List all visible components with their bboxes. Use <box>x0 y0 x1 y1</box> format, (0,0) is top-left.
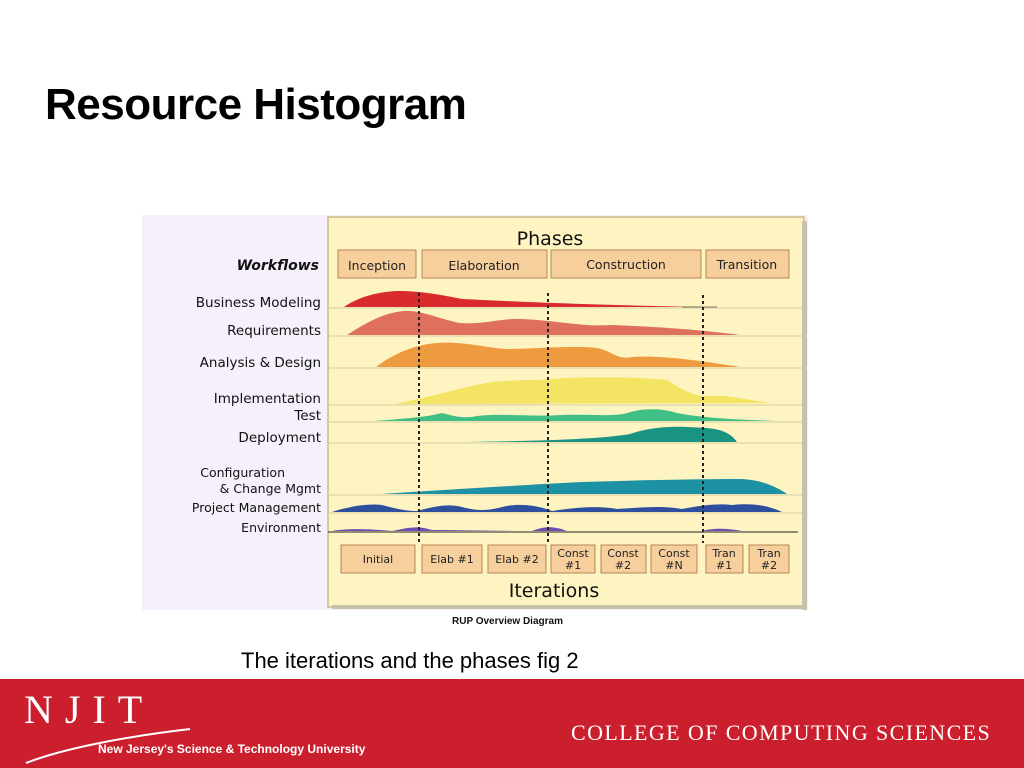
phase-label-inception: Inception <box>348 258 406 273</box>
histogram-test <box>374 409 778 421</box>
workflow-label-business-modeling: Business Modeling <box>196 295 321 311</box>
iteration-label-elab-1: Elab #1 <box>430 553 473 566</box>
iteration-label-const-1-line2: #1 <box>565 559 581 572</box>
workflow-label-configuration: Configuration <box>200 465 285 480</box>
iteration-label-elab-2: Elab #2 <box>495 553 538 566</box>
njit-logo: NJIT New Jersey's Science & Technology U… <box>24 687 366 764</box>
diagram-source-label: RUP Overview Diagram <box>452 616 563 627</box>
histogram-deployment <box>462 426 737 442</box>
iteration-box-tran-1 <box>705 544 744 574</box>
iteration-label-tran-2-line2: #2 <box>761 559 777 572</box>
iteration-label-tran-1-line2: #1 <box>716 559 732 572</box>
workflow-label-project-management: Project Management <box>192 500 321 515</box>
rup-overview-diagram: Phases Iterations Workflows Inception El… <box>142 215 808 610</box>
phase-box-transition <box>705 249 790 279</box>
workflow-label-environment: Environment <box>241 520 321 535</box>
workflow-label-implementation: Implementation <box>214 391 321 407</box>
iteration-box-const-1 <box>550 544 596 574</box>
iteration-label-const-2-line2: #2 <box>615 559 631 572</box>
phase-label-elaboration: Elaboration <box>448 258 519 273</box>
phase-box-elaboration <box>421 249 548 279</box>
histogram-environment <box>332 527 742 531</box>
histogram-analysis-design <box>376 342 740 367</box>
njit-logo-text: NJIT <box>24 687 154 732</box>
workflow-label-deployment: Deployment <box>238 430 321 446</box>
histogram-project-management <box>332 504 782 512</box>
iteration-label-const-n-line2: #N <box>665 559 682 572</box>
workflow-label-requirements: Requirements <box>227 323 321 339</box>
iteration-box-const-2 <box>600 544 647 574</box>
phase-label-construction: Construction <box>586 257 666 272</box>
phase-label-transition: Transition <box>716 257 777 272</box>
histogram-business-modeling <box>344 291 702 307</box>
college-name: COLLEGE OF COMPUTING SCIENCES <box>571 720 992 745</box>
phase-box-construction <box>550 249 702 279</box>
phase-boxes: Inception Elaboration Construction Trans… <box>337 249 790 279</box>
workflow-label-test: Test <box>293 408 321 424</box>
workflows-label: Workflows <box>237 258 319 274</box>
histogram-implementation <box>394 377 772 404</box>
iteration-label-initial: Initial <box>363 553 393 566</box>
footer-bar: NJIT New Jersey's Science & Technology U… <box>0 679 1024 768</box>
slide-title: Resource Histogram <box>45 80 467 129</box>
row-separators <box>328 307 802 514</box>
iteration-box-const-n <box>650 544 698 574</box>
workflow-labels: Business Modeling Requirements Analysis … <box>192 295 321 535</box>
iteration-label-tran-1-line1: Tran <box>711 547 735 560</box>
phases-title: Phases <box>517 228 584 250</box>
logo-swoosh <box>25 728 191 764</box>
iteration-label-const-n-line1: Const <box>658 547 690 560</box>
workflow-label-analysis-design: Analysis & Design <box>200 355 321 371</box>
iteration-box-elab-1 <box>421 544 483 574</box>
diagram-panel <box>327 216 805 608</box>
workflow-label-change-mgmt: & Change Mgmt <box>220 481 321 496</box>
iteration-boxes: Initial Elab #1 Elab #2 Const #1 Const #… <box>340 544 790 574</box>
phase-box-inception <box>337 249 417 279</box>
histogram-requirements <box>347 310 740 335</box>
iteration-box-initial <box>340 544 416 574</box>
iteration-label-tran-2-line1: Tran <box>756 547 780 560</box>
university-tagline: New Jersey's Science & Technology Univer… <box>98 742 366 756</box>
figure-caption: The iterations and the phases fig 2 <box>241 648 579 673</box>
histogram-configuration-change-mgmt <box>382 479 787 494</box>
iteration-label-const-1-line1: Const <box>557 547 589 560</box>
iteration-box-tran-2 <box>748 544 790 574</box>
iteration-label-const-2-line1: Const <box>607 547 639 560</box>
milestone-lines <box>418 293 704 543</box>
workflow-histograms <box>328 291 798 533</box>
iteration-box-elab-2 <box>487 544 547 574</box>
iterations-title: Iterations <box>509 580 600 602</box>
